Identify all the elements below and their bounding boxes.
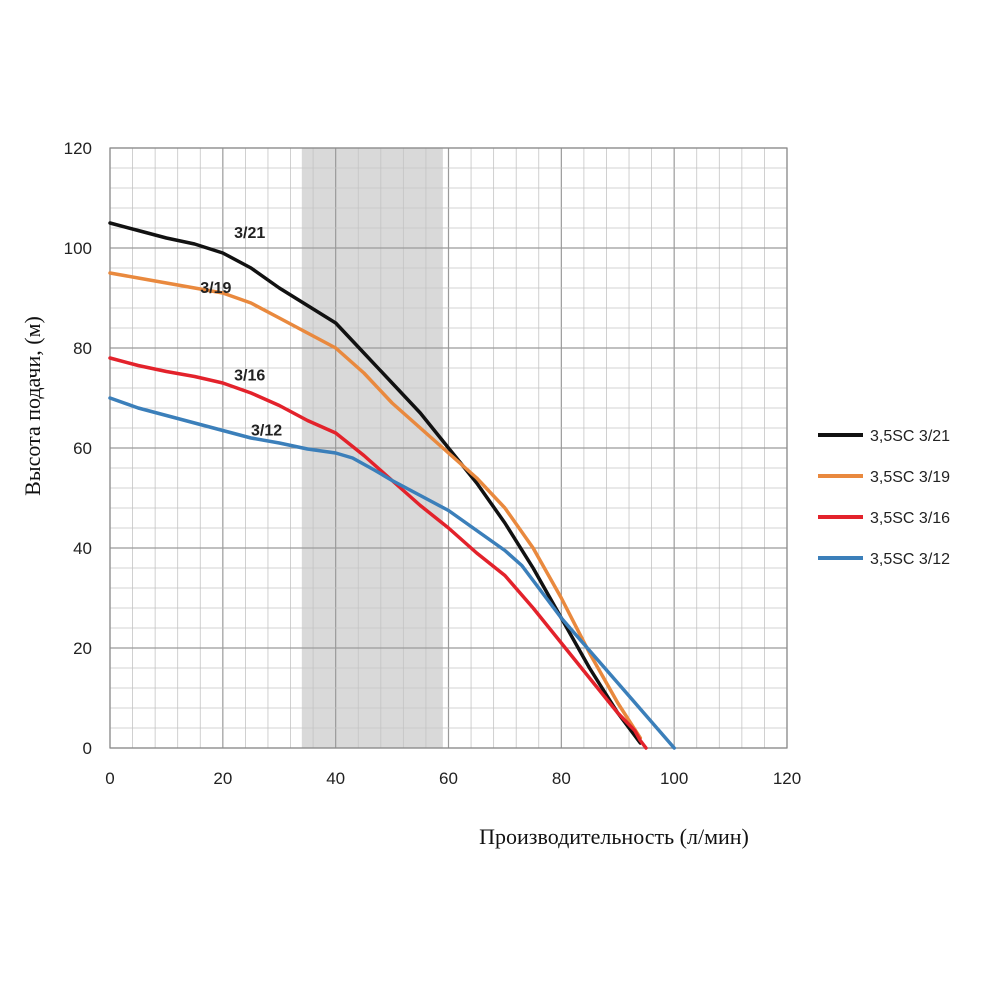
x-tick-label: 100 xyxy=(660,769,688,788)
y-tick-label: 20 xyxy=(73,639,92,658)
y-axis-title: Высота подачи, (м) xyxy=(20,316,45,496)
plot-frame xyxy=(109,147,788,749)
y-tick-label: 80 xyxy=(73,339,92,358)
series-line xyxy=(108,271,643,740)
curve-label: 3/16 xyxy=(234,368,265,385)
tick-label-layer: 0 20 40 60 80 100 120 0 20 40 60 80 100 120 xyxy=(64,139,802,788)
curve-label: 3/12 xyxy=(251,423,282,440)
legend-item: 3,5SC 3/16 xyxy=(818,510,950,527)
x-tick-label: 0 xyxy=(105,769,114,788)
legend-label: 3,5SC 3/21 xyxy=(870,428,950,445)
legend-item: 3,5SC 3/19 xyxy=(818,469,950,486)
x-tick-label: 60 xyxy=(439,769,458,788)
series-line xyxy=(108,356,648,750)
curve-label: 3/19 xyxy=(200,280,231,297)
curve-label-layer: 3/21 3/19 3/16 3/12 xyxy=(200,225,282,440)
y-tick-label: 40 xyxy=(73,539,92,558)
x-axis-title: Производительность (л/мин) xyxy=(479,824,749,849)
curve-label: 3/21 xyxy=(234,225,265,242)
legend: 3,5SC 3/21 3,5SC 3/19 3,5SC 3/16 3,5SC 3/12 xyxy=(818,428,950,568)
x-tick-label: 80 xyxy=(552,769,571,788)
x-tick-label: 20 xyxy=(213,769,232,788)
grid-layer xyxy=(109,147,788,749)
legend-label: 3,5SC 3/16 xyxy=(870,510,950,527)
legend-label: 3,5SC 3/19 xyxy=(870,469,950,486)
x-tick-label: 40 xyxy=(326,769,345,788)
series-line xyxy=(108,396,676,750)
legend-label: 3,5SC 3/12 xyxy=(870,551,950,568)
legend-item: 3,5SC 3/21 xyxy=(818,428,950,445)
y-tick-label: 0 xyxy=(83,739,92,758)
y-tick-label: 60 xyxy=(73,439,92,458)
y-tick-label: 100 xyxy=(64,239,92,258)
x-tick-label: 120 xyxy=(773,769,801,788)
series-layer xyxy=(108,221,676,750)
legend-item: 3,5SC 3/12 xyxy=(818,551,950,568)
y-tick-label: 120 xyxy=(64,139,92,158)
